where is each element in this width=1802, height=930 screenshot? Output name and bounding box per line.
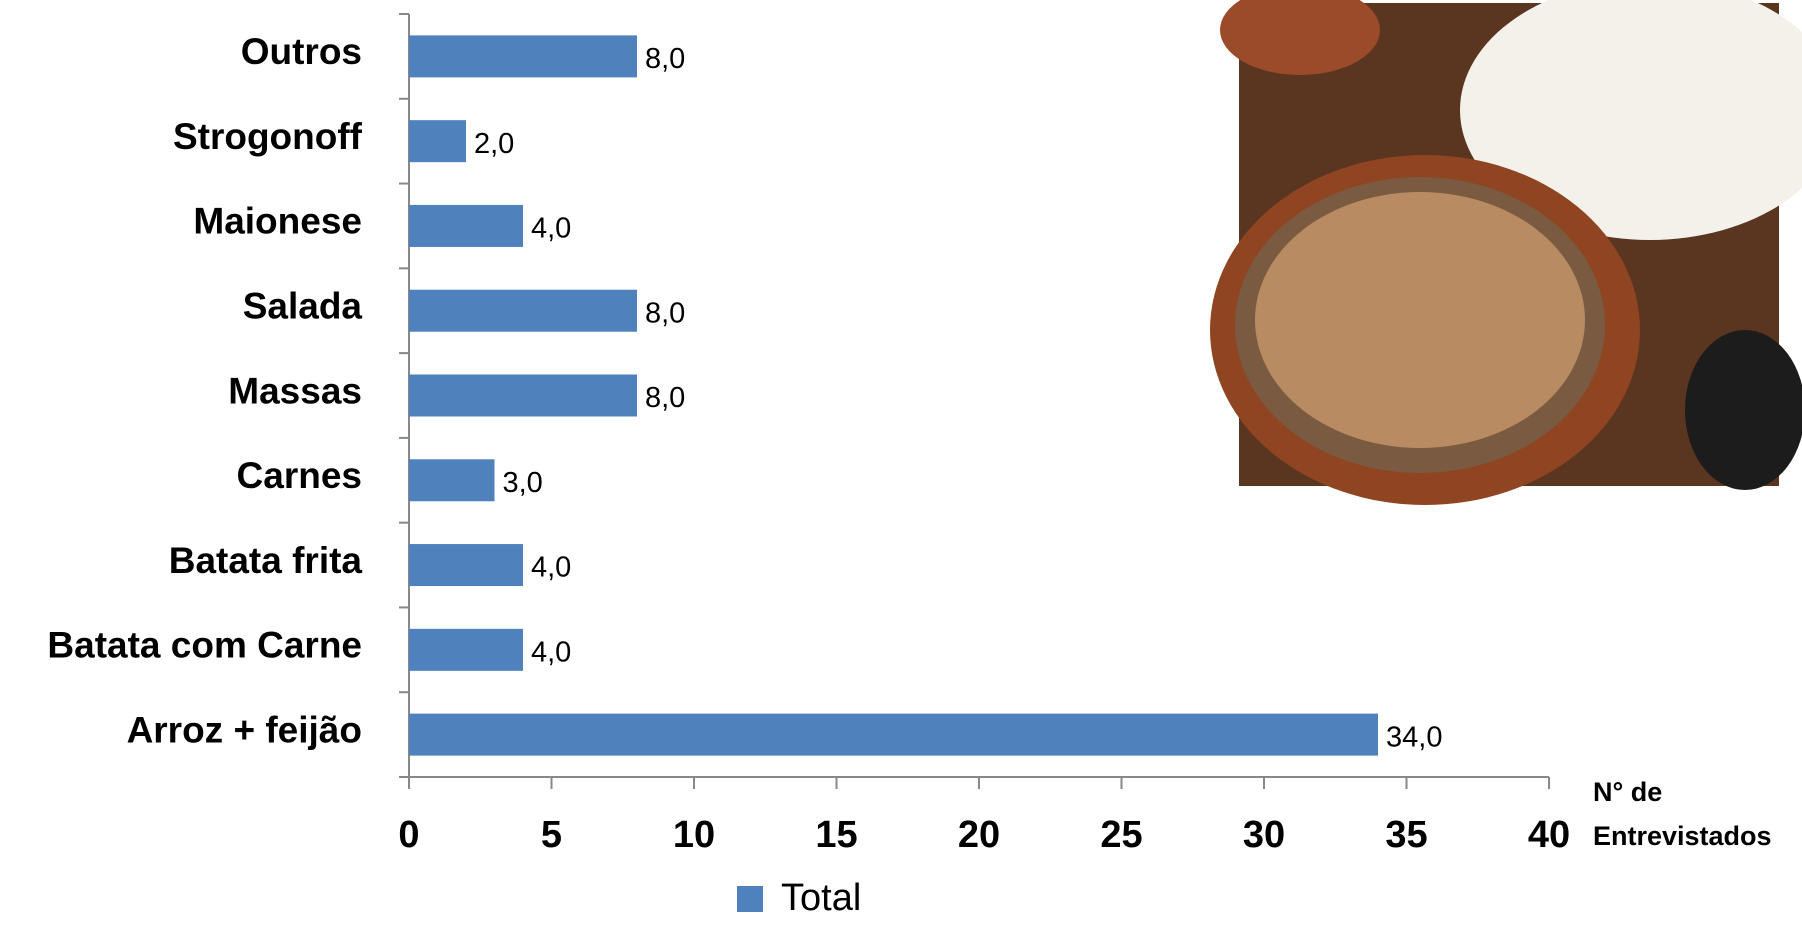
y-tick-label: Batata frita xyxy=(169,540,363,581)
x-axis-title: Entrevistados xyxy=(1593,821,1772,851)
bar xyxy=(409,289,637,332)
value-label: 3,0 xyxy=(503,467,543,499)
x-tick-label: 40 xyxy=(1528,814,1570,856)
bar xyxy=(409,628,523,671)
value-label: 34,0 xyxy=(1386,721,1442,753)
y-tick-label: Arroz + feijão xyxy=(127,709,362,750)
bar xyxy=(409,544,523,587)
y-tick-label: Strogonoff xyxy=(173,116,363,157)
x-tick-label: 5 xyxy=(541,814,562,856)
value-label: 4,0 xyxy=(531,636,571,668)
bar xyxy=(409,374,637,417)
y-tick-label: Maionese xyxy=(193,201,362,242)
bar xyxy=(409,204,523,247)
y-tick-label: Salada xyxy=(243,286,363,327)
x-tick-label: 35 xyxy=(1385,814,1427,856)
y-tick-label: Outros xyxy=(241,31,362,72)
food-photo xyxy=(1210,0,1802,505)
x-tick-label: 25 xyxy=(1100,814,1142,856)
x-tick-label: 15 xyxy=(815,814,857,856)
value-label: 2,0 xyxy=(474,128,514,160)
value-label: 4,0 xyxy=(531,213,571,245)
y-tick-label: Carnes xyxy=(237,455,362,496)
value-label: 8,0 xyxy=(645,382,685,414)
bar xyxy=(409,120,466,163)
bar xyxy=(409,35,637,78)
value-label: 8,0 xyxy=(645,297,685,329)
x-tick-label: 30 xyxy=(1243,814,1285,856)
x-axis-title: N° de xyxy=(1593,777,1662,807)
bar xyxy=(409,459,495,502)
y-tick-label: Massas xyxy=(228,370,362,411)
value-label: 8,0 xyxy=(645,43,685,75)
y-tick-label: Batata com Carne xyxy=(47,625,362,666)
legend-swatch xyxy=(737,886,763,912)
x-tick-label: 10 xyxy=(673,814,715,856)
x-tick-label: 0 xyxy=(398,814,419,856)
value-label: 4,0 xyxy=(531,552,571,584)
x-tick-label: 20 xyxy=(958,814,1000,856)
bar xyxy=(409,713,1378,756)
legend-label: Total xyxy=(781,877,861,919)
